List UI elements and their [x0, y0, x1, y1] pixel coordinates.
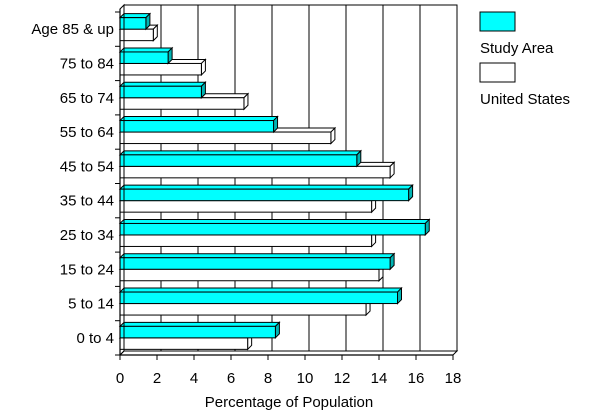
category-label-0-to-4: 0 to 4 — [76, 330, 114, 347]
category-label-55-to-64: 55 to 64 — [60, 124, 114, 141]
bar-study-area-55-to-64 — [118, 115, 279, 134]
category-label-25-to-34: 25 to 34 — [60, 227, 114, 244]
bar-study-area-25-to-34-front — [119, 222, 426, 236]
bar-study-area-35-to-44-top — [118, 184, 414, 190]
bar-united-states-0-to-4-front — [119, 337, 249, 350]
bar-united-states-age-85-up-front — [119, 28, 154, 42]
x-tick-label-6: 6 — [227, 370, 235, 387]
bar-study-area-65-to-74-front — [119, 85, 202, 99]
x-tick-label-4: 4 — [190, 370, 198, 387]
bar-study-area-0-to-4-front — [119, 325, 276, 339]
bar-study-area-75-to-84 — [118, 46, 174, 65]
bar-united-states-45-to-54-front — [119, 165, 391, 179]
x-tick-label-16: 16 — [408, 370, 425, 387]
bar-study-area-5-to-14-top — [118, 287, 403, 293]
x-tick-labels: 0 2 4 6 8 10 12 14 16 18 — [116, 370, 462, 387]
bar-study-area-0-to-4 — [118, 321, 281, 340]
bar-study-area-35-to-44 — [118, 183, 414, 202]
bar-study-area-35-to-44-front — [119, 188, 410, 202]
bar-united-states-55-to-64-front — [119, 131, 332, 145]
bar-united-states-75-to-84-front — [119, 62, 202, 76]
x-tick-label-0: 0 — [116, 370, 124, 387]
category-label-75-to-84: 75 to 84 — [60, 55, 114, 72]
legend-swatch-united-states — [479, 62, 516, 83]
bar-study-area-75-to-84-top — [118, 47, 174, 53]
bar-study-area-25-to-34 — [118, 218, 431, 237]
x-tick-label-14: 14 — [371, 370, 388, 387]
bar-study-area-15-to-24-front — [119, 257, 391, 270]
bar-study-area-75-to-84-front — [119, 51, 169, 64]
bar-study-area-25-to-34-top — [118, 218, 431, 224]
legend: Study Area United States — [479, 11, 570, 108]
bar-study-area-0-to-4-top — [118, 321, 281, 327]
bar-marks — [118, 12, 431, 351]
category-label-35-to-44: 35 to 44 — [60, 193, 114, 210]
category-label-5-to-14: 5 to 14 — [68, 296, 114, 313]
category-label-15-to-24: 15 to 24 — [60, 261, 114, 278]
bar-study-area-55-to-64-top — [118, 116, 279, 122]
bar-united-states-15-to-24-front — [119, 268, 380, 282]
bar-study-area-15-to-24-top — [118, 253, 396, 259]
bar-study-area-55-to-64-front — [119, 120, 275, 133]
x-tick-label-12: 12 — [334, 370, 351, 387]
x-tick-label-10: 10 — [297, 370, 314, 387]
bar-study-area-5-to-14 — [118, 286, 403, 305]
bar-united-states-35-to-44-front — [119, 200, 373, 213]
x-tick-label-2: 2 — [153, 370, 161, 387]
bar-united-states-5-to-14-front — [119, 303, 367, 316]
legend-label-study-area: Study Area — [480, 40, 554, 57]
legend-swatch-study-area — [479, 11, 516, 32]
category-labels: 0 to 4 5 to 14 15 to 24 25 to 34 35 to 44 45 … — [31, 21, 114, 347]
bar-study-area-45-to-54 — [118, 149, 363, 168]
x-tick-label-8: 8 — [264, 370, 272, 387]
category-label-45-to-54: 45 to 54 — [60, 158, 114, 175]
bar-study-area-45-to-54-top — [118, 150, 363, 156]
bar-study-area-15-to-24 — [118, 252, 396, 271]
bar-study-area-65-to-74-top — [118, 81, 207, 87]
x-tick-label-18: 18 — [445, 370, 462, 387]
x-axis-label: Percentage of Population — [205, 394, 373, 411]
bar-study-area-65-to-74 — [118, 81, 207, 99]
bar-study-area-45-to-54-front — [119, 154, 358, 167]
bar-study-area-5-to-14-front — [119, 291, 398, 305]
category-label-65-to-74: 65 to 74 — [60, 90, 114, 107]
category-label-age-85-up: Age 85 & up — [31, 21, 114, 38]
bar-united-states-65-to-74-front — [119, 97, 245, 110]
bar-united-states-25-to-34-front — [119, 234, 373, 247]
legend-label-united-states: United States — [480, 91, 570, 108]
bar-study-area-age-85-up — [118, 12, 152, 31]
axes — [115, 3, 459, 360]
